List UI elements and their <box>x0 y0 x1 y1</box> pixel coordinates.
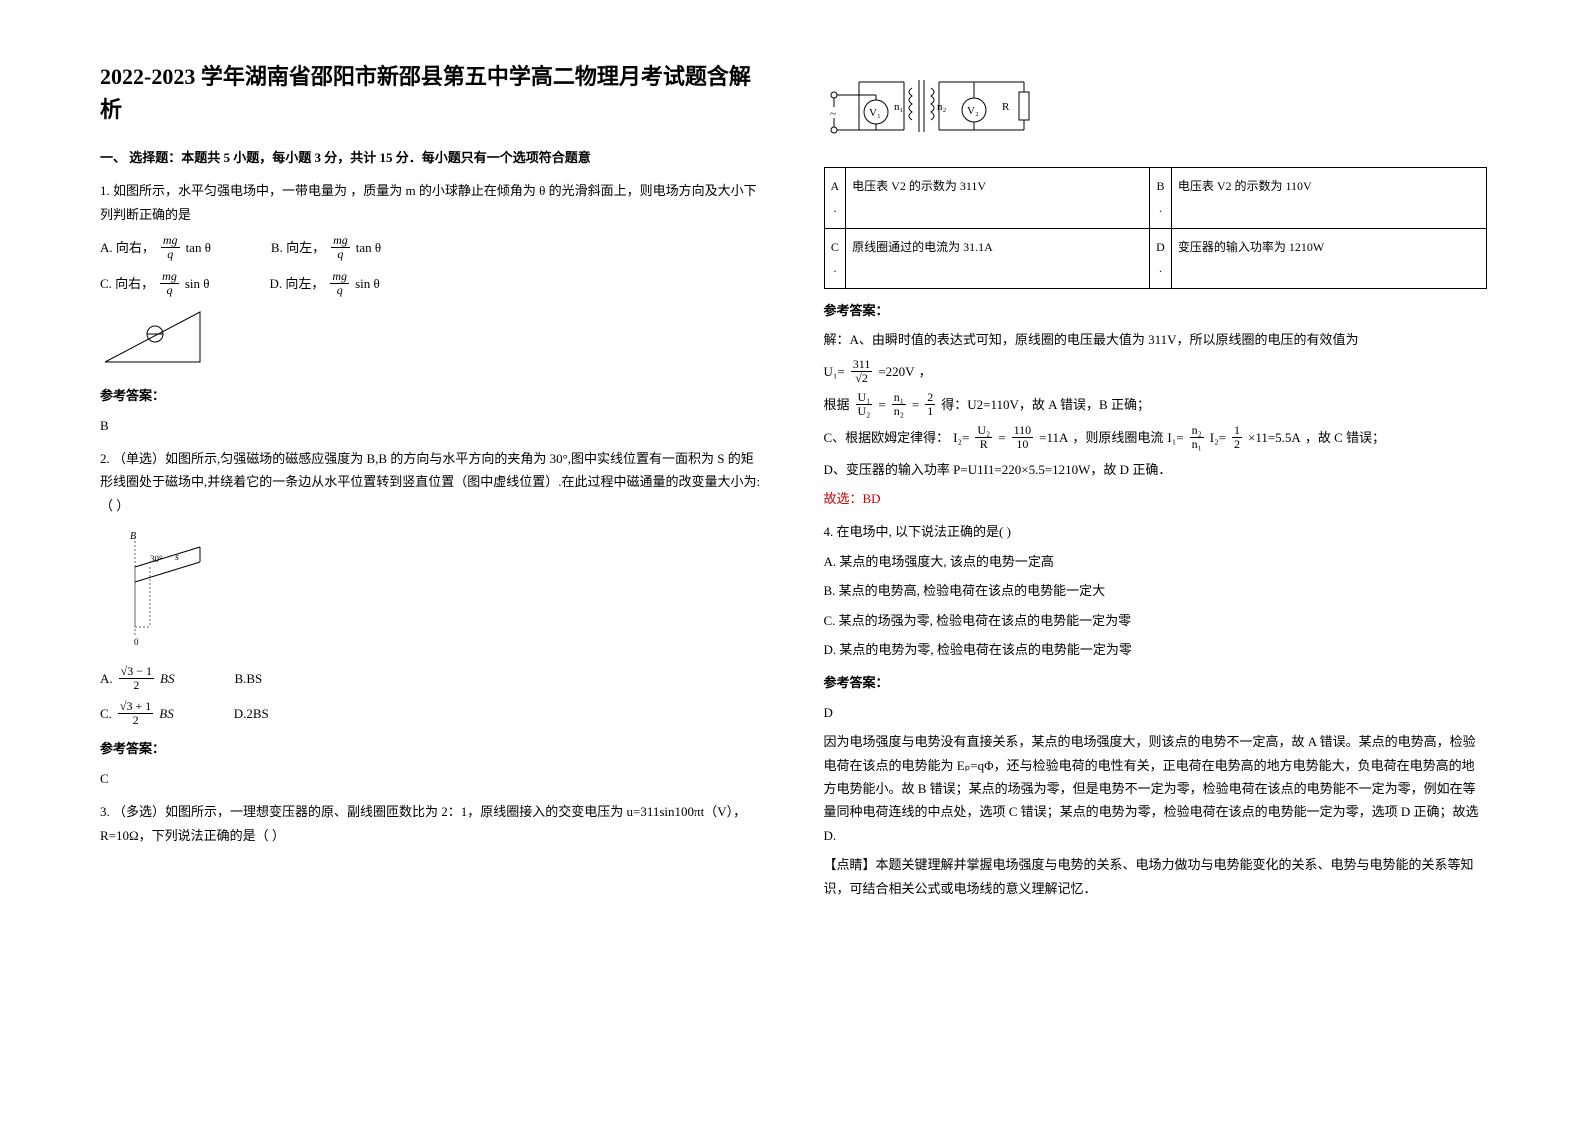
q3-stem: 3. （多选）如图所示，一理想变压器的原、副线圈匝数比为 2：1，原线圈接入的交… <box>100 800 764 847</box>
fraction-icon: 110 10 <box>1012 424 1034 451</box>
q4-answer: D <box>824 701 1488 724</box>
fraction-icon: U₂ R <box>975 424 992 451</box>
q2-stem: 2. （单选）如图所示,匀强磁场的磁感应强度为 B,B 的方向与水平方向的夹角为… <box>100 447 764 517</box>
q3-explain-intro: 解：A、由瞬时值的表达式可知，原线圈的电压最大值为 311V，所以原线圈的电压的… <box>824 328 1488 351</box>
table-cell-letter: B. <box>1150 168 1172 228</box>
q2-options-row-2: C. √3 + 1 2 BS D.2BS <box>100 700 764 727</box>
svg-text:0: 0 <box>134 637 139 647</box>
fraction-icon: 2 1 <box>925 391 935 418</box>
q1-option-a: A. 向右， mg q tan θ <box>100 234 211 261</box>
q4-tip: 【点睛】本题关键理解并掌握电场强度与电势的关系、电场力做功与电势能变化的关系、电… <box>824 853 1488 900</box>
fraction-icon: mg q <box>161 234 180 261</box>
q1-option-c: C. 向右， mg q sin θ <box>100 270 210 297</box>
right-column: ~ V₁ n₁ n₂ V₂ R <box>824 60 1488 910</box>
fraction-icon: mg q <box>160 270 179 297</box>
fraction-icon: 1 2 <box>1232 424 1242 451</box>
q1-answer-label: 参考答案： <box>100 384 764 407</box>
q3-transformer-diagram: ~ V₁ n₁ n₂ V₂ R <box>824 70 1488 157</box>
q4-option-d: D. 某点的电势为零, 检验电荷在该点的电势能一定为零 <box>824 638 1488 661</box>
q2-answer-label: 参考答案： <box>100 737 764 760</box>
fraction-icon: √3 − 1 2 <box>119 665 154 692</box>
table-cell: 变压器的输入功率为 1210W <box>1171 228 1486 288</box>
fraction-icon: mg q <box>331 234 350 261</box>
table-cell-letter: A. <box>824 168 846 228</box>
q3-answer-label: 参考答案： <box>824 299 1488 322</box>
fraction-icon: mg q <box>330 270 349 297</box>
table-cell: 电压表 V2 的示数为 110V <box>1171 168 1486 228</box>
q2-option-c: C. √3 + 1 2 BS <box>100 700 174 727</box>
table-cell-letter: C. <box>824 228 846 288</box>
q3-ratio-formula: 根据 U₁ U₂ = n₁ n₂ = 2 1 得：U2=110V，故 A 错误，… <box>824 391 1488 418</box>
svg-text:30°: 30° <box>150 554 163 564</box>
q4-answer-label: 参考答案： <box>824 671 1488 694</box>
q1-options-row-1: A. 向右， mg q tan θ B. 向左， mg q tan θ <box>100 234 764 261</box>
svg-text:s: s <box>175 552 179 563</box>
section-1-header: 一、 选择题：本题共 5 小题，每小题 3 分，共计 15 分．每小题只有一个选… <box>100 146 764 169</box>
svg-text:n₁: n₁ <box>894 101 904 113</box>
question-4: 4. 在电场中, 以下说法正确的是( ) A. 某点的电场强度大, 该点的电势一… <box>824 520 1488 899</box>
q1-option-d: D. 向左， mg q sin θ <box>270 270 380 297</box>
q1-triangle-diagram <box>100 307 764 374</box>
q3-c-formula: C、根据欧姆定律得： I₂= U₂ R = 110 10 =11A ，则原线圈电… <box>824 424 1488 451</box>
q4-stem: 4. 在电场中, 以下说法正确的是( ) <box>824 520 1488 543</box>
q1-options-row-2: C. 向右， mg q sin θ D. 向左， mg q sin θ <box>100 270 764 297</box>
fraction-icon: n₂ n₁ <box>1190 424 1204 451</box>
svg-text:V₁: V₁ <box>869 107 881 119</box>
fraction-icon: n₁ n₂ <box>892 391 906 418</box>
q1-answer: B <box>100 414 764 437</box>
table-cell-letter: D. <box>1150 228 1172 288</box>
q2-coil-diagram: B 30° s 0 <box>120 527 764 654</box>
question-3-stem: 3. （多选）如图所示，一理想变压器的原、副线圈匝数比为 2：1，原线圈接入的交… <box>100 800 764 847</box>
q4-option-b: B. 某点的电势高, 检验电荷在该点的电势能一定大 <box>824 579 1488 602</box>
q1-option-b: B. 向左， mg q tan θ <box>271 234 381 261</box>
left-column: 2022-2023 学年湖南省邵阳市新邵县第五中学高二物理月考试题含解析 一、 … <box>100 60 764 910</box>
fraction-icon: 311 √2 <box>851 358 873 385</box>
q1-stem: 1. 如图所示，水平匀强电场中，一带电量为 ，质量为 m 的小球静止在倾角为 θ… <box>100 179 764 226</box>
exam-title: 2022-2023 学年湖南省邵阳市新邵县第五中学高二物理月考试题含解析 <box>100 60 764 126</box>
q4-explanation: 因为电场强度与电势没有直接关系，某点的电场强度大，则该点的电势不一定高，故 A … <box>824 730 1488 847</box>
fraction-icon: U₁ U₂ <box>856 391 873 418</box>
question-1: 1. 如图所示，水平匀强电场中，一带电量为 ，质量为 m 的小球静止在倾角为 θ… <box>100 179 764 437</box>
q2-answer: C <box>100 767 764 790</box>
svg-text:R: R <box>1002 101 1010 113</box>
table-cell: 电压表 V2 的示数为 311V <box>846 168 1150 228</box>
q3-final-answer: 故选：BD <box>824 487 1488 510</box>
question-2: 2. （单选）如图所示,匀强磁场的磁感应强度为 B,B 的方向与水平方向的夹角为… <box>100 447 764 790</box>
svg-text:n₂: n₂ <box>937 101 947 113</box>
q2-option-b: B.BS <box>234 667 262 690</box>
svg-text:B: B <box>130 531 136 542</box>
table-cell: 原线圈通过的电流为 31.1A <box>846 228 1150 288</box>
q4-option-a: A. 某点的电场强度大, 该点的电势一定高 <box>824 550 1488 573</box>
q2-option-d: D.2BS <box>234 702 269 725</box>
q2-options-row-1: A. √3 − 1 2 BS B.BS <box>100 665 764 692</box>
q2-option-a: A. √3 − 1 2 BS <box>100 665 174 692</box>
q4-option-c: C. 某点的场强为零, 检验电荷在该点的电势能一定为零 <box>824 609 1488 632</box>
q3-u1-formula: U₁= 311 √2 =220V ， <box>824 358 1488 385</box>
svg-text:~: ~ <box>830 108 836 120</box>
svg-text:V₂: V₂ <box>967 105 979 117</box>
q3-options-table: A. 电压表 V2 的示数为 311V B. 电压表 V2 的示数为 110V … <box>824 167 1488 288</box>
q3-d-line: D、变压器的输入功率 P=U1I1=220×5.5=1210W，故 D 正确． <box>824 458 1488 481</box>
fraction-icon: √3 + 1 2 <box>118 700 153 727</box>
